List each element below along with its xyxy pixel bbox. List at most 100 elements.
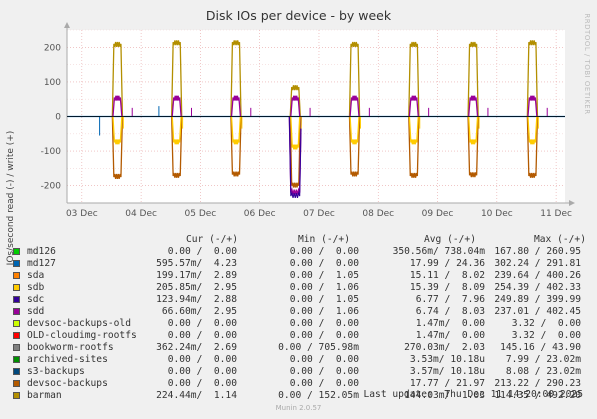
legend-name: devsoc-backups: [27, 378, 108, 389]
x-tick-label: 07 Dec: [303, 209, 335, 219]
series-sdd-write: [171, 95, 182, 117]
x-tick-label: 10 Dec: [481, 209, 513, 219]
legend-cur: 66.60m/ 2.95: [161, 306, 237, 317]
y-tick-label: 100: [44, 78, 61, 88]
legend-max: 239.64 / 400.26: [494, 270, 581, 281]
series-devsoc-backups-read: [170, 116, 183, 178]
legend-min: 0.00 / 152.05m: [278, 390, 359, 401]
series-sdb-read: [349, 116, 360, 145]
series-barman-write: [170, 40, 183, 117]
legend-row: sda 199.17m/ 2.89 0.00 / 1.05 15.11 / 8.02 2…: [12, 270, 592, 282]
last-update: Last update: Thu Dec 11 14:20:00 2025: [363, 389, 584, 400]
legend-swatch: [13, 308, 20, 315]
header-min: Min (-/+): [298, 234, 350, 245]
series-devsoc-backups-read: [111, 116, 124, 179]
legend-min: 0.00 / 1.06: [289, 282, 359, 293]
legend-avg: 15.11 / 8.02: [409, 270, 485, 281]
legend-min: 0.00 / 0.00: [289, 258, 359, 269]
legend-min: 0.00 / 0.00: [289, 366, 359, 377]
legend-avg: 270.03m/ 2.03: [404, 342, 485, 353]
legend-cur: 0.00 / 0.00: [167, 330, 237, 341]
legend-max: 145.16 / 43.90: [500, 342, 581, 353]
legend-name: sdd: [27, 306, 45, 317]
legend-avg: 6.74 / 8.03: [415, 306, 485, 317]
legend-avg: 17.77 / 21.97: [409, 378, 485, 389]
legend-max: 237.01 / 402.45: [494, 306, 581, 317]
series-sdb-read: [527, 116, 538, 145]
legend-row: md126 0.00 / 0.00 0.00 / 0.00 350.56m/ 738.…: [12, 246, 592, 258]
legend-name: bookworm-rootfs: [27, 342, 114, 353]
y-tick-labels: -200 -100 0 100 200: [41, 43, 62, 191]
legend-cur: 199.17m/ 2.89: [156, 270, 237, 281]
legend-row: devsoc-backups-old 0.00 / 0.00 0.00 / 0.00…: [12, 318, 592, 330]
series-barman-write: [348, 41, 361, 117]
legend: Cur (-/+) Min (-/+) Avg (-/+) Max (-/+) …: [12, 234, 592, 402]
series-sdd-write: [408, 95, 419, 117]
legend-name: devsoc-backups-old: [27, 318, 131, 329]
series-barman-write: [289, 85, 301, 117]
x-tick-label: 06 Dec: [244, 209, 276, 219]
legend-min: 0.00 / 1.05: [289, 270, 359, 281]
legend-avg: 144.03m/ 1.03: [404, 390, 485, 401]
legend-name: sdb: [27, 282, 45, 293]
legend-row: devsoc-backups 0.00 / 0.00 0.00 / 0.00 17.7…: [12, 378, 592, 390]
legend-max: 167.80 / 260.95: [494, 246, 581, 257]
legend-avg: 15.39 / 8.09: [409, 282, 485, 293]
legend-min: 0.00 / 0.00: [289, 330, 359, 341]
series-sdd-read: [288, 116, 302, 195]
legend-min: 0.00 / 1.06: [289, 306, 359, 317]
legend-header: Cur (-/+) Min (-/+) Avg (-/+) Max (-/+): [12, 234, 592, 246]
legend-cur: 0.00 / 0.00: [167, 246, 237, 257]
x-tick-label: 08 Dec: [362, 209, 394, 219]
legend-cur: 0.00 / 0.00: [167, 354, 237, 365]
legend-min: 0.00 / 1.05: [289, 294, 359, 305]
series-devsoc-backups-read: [467, 116, 479, 178]
legend-name: OLD-cloudimg-rootfs: [27, 330, 137, 341]
legend-swatch: [13, 260, 20, 267]
series-sdb-read: [230, 116, 242, 145]
y-tick-label: -200: [41, 182, 62, 192]
series-sdd-write: [527, 95, 538, 117]
legend-max: 8.08 / 23.02m: [505, 366, 581, 377]
legend-min: 0.00 / 0.00: [289, 354, 359, 365]
header-max: Max (-/+): [534, 234, 586, 245]
legend-max: 114.35 / 492.20: [494, 390, 581, 401]
series-devsoc-backups-read: [526, 116, 539, 178]
legend-min: 0.00 / 0.00: [289, 378, 359, 389]
legend-name: sdc: [27, 294, 45, 305]
legend-min: 0.00 / 705.98m: [278, 342, 359, 353]
legend-swatch: [13, 320, 20, 327]
x-tick-labels: 03 Dec 04 Dec 05 Dec 06 Dec 07 Dec 08 Dec 09 D…: [66, 209, 572, 219]
legend-rows: md126 0.00 / 0.00 0.00 / 0.00 350.56m/ 738.…: [12, 246, 592, 402]
legend-cur: 123.94m/ 2.88: [156, 294, 237, 305]
legend-name: barman: [27, 390, 62, 401]
legend-avg: 6.77 / 7.96: [415, 294, 485, 305]
legend-min: 0.00 / 0.00: [289, 246, 359, 257]
legend-max: 3.32 / 0.00: [511, 318, 581, 329]
legend-row: sdc 123.94m/ 2.88 0.00 / 1.05 6.77 / 7.96 24…: [12, 294, 592, 306]
legend-cur: 205.85m/ 2.95: [156, 282, 237, 293]
legend-row: archived-sites 0.00 / 0.00 0.00 / 0.00 3.53…: [12, 354, 592, 366]
series-sdb-read: [112, 116, 123, 145]
series-sdb-read: [408, 116, 419, 145]
legend-swatch: [13, 392, 20, 399]
legend-cur: 0.00 / 0.00: [167, 366, 237, 377]
series-barman-write: [230, 40, 242, 117]
y-tick-label: -100: [41, 147, 62, 157]
series-barman-write: [526, 40, 539, 117]
x-tick-label: 11 Dec: [540, 209, 572, 219]
series-sdc-read: [288, 116, 302, 199]
series-sdd-write: [230, 95, 242, 117]
munin-version: Munin 2.0.57: [275, 404, 322, 412]
legend-avg: 3.57m/ 10.18u: [409, 366, 485, 377]
legend-max: 249.89 / 399.99: [494, 294, 581, 305]
legend-name: md127: [27, 258, 56, 269]
legend-name: md126: [27, 246, 56, 257]
legend-avg: 1.47m/ 0.00: [415, 330, 485, 341]
legend-swatch: [13, 248, 20, 255]
legend-swatch: [13, 380, 20, 387]
series-sdd-write: [112, 95, 123, 117]
legend-swatch: [13, 272, 20, 279]
legend-swatch: [13, 332, 20, 339]
